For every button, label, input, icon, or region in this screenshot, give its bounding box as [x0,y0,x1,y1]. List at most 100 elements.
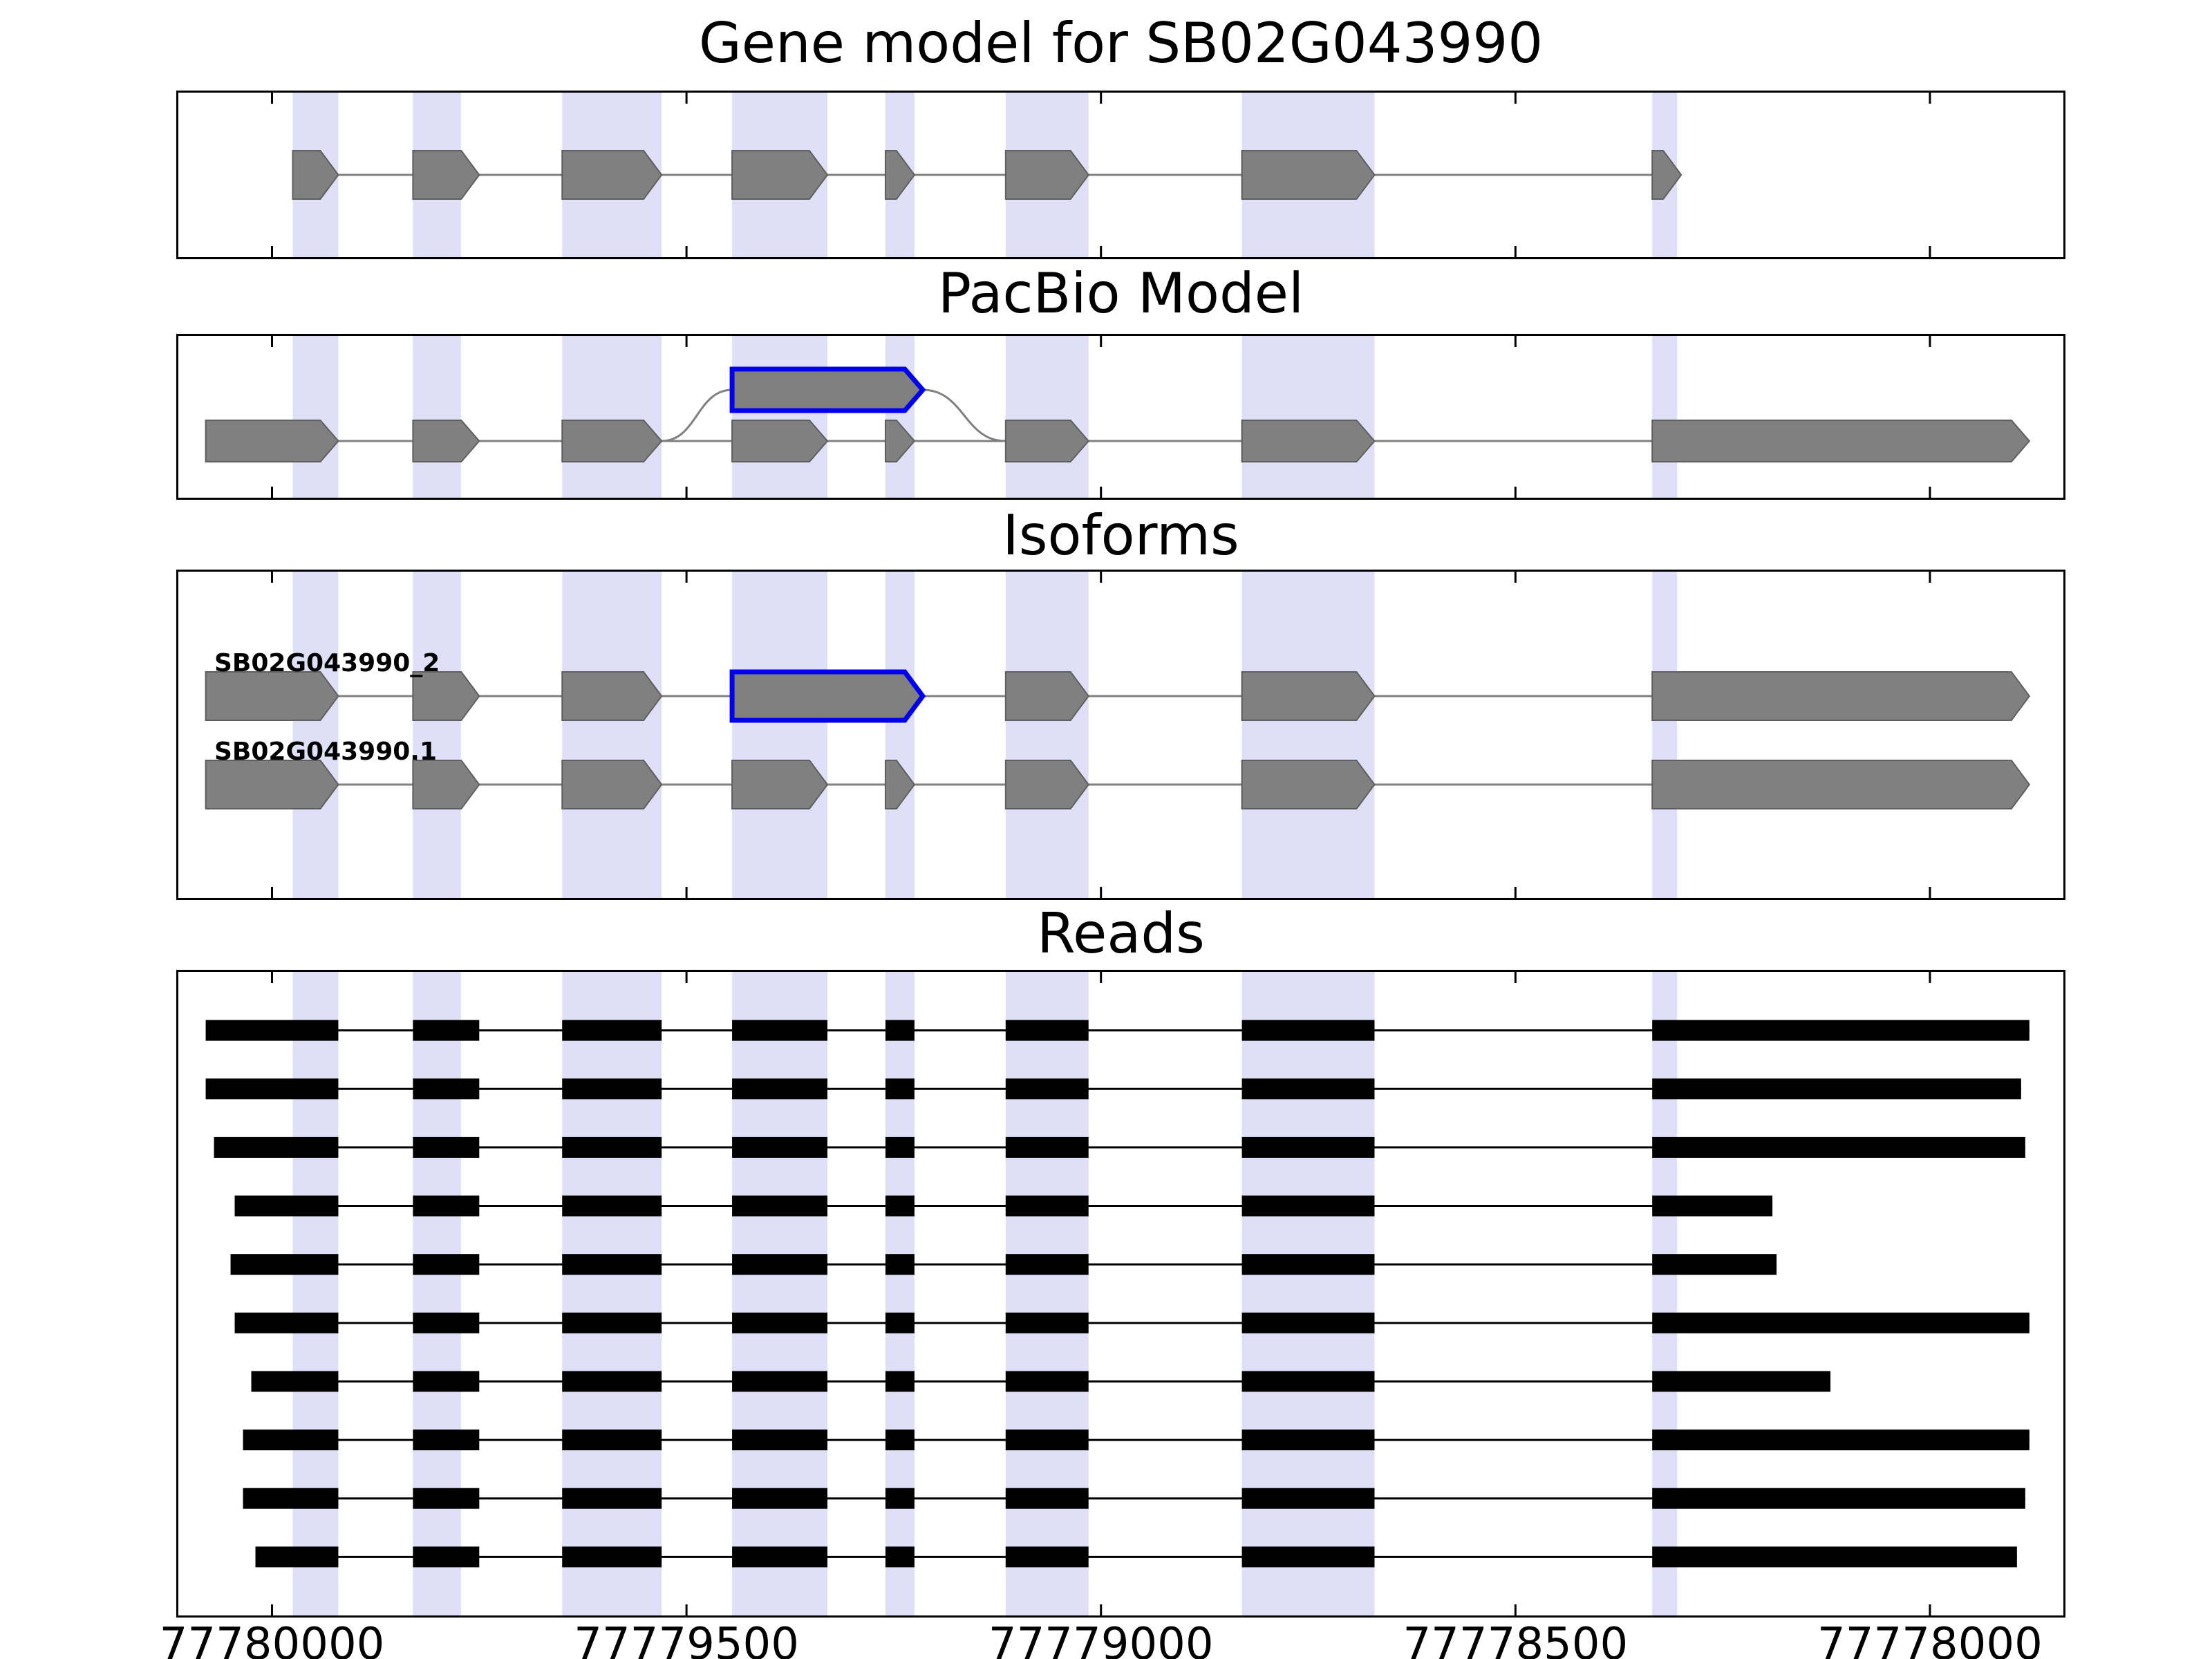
read-exon [234,1312,339,1333]
read-exon [1005,1312,1089,1333]
read-exon [1652,1312,2030,1333]
exon [561,420,663,462]
read-exon [885,1136,915,1158]
exon-highlight-band [885,336,915,498]
reads-title: Reads [1037,901,1205,966]
read-exon [562,1195,662,1217]
read-exon [562,1546,662,1568]
read-exon [562,1488,662,1509]
exon [561,671,663,721]
exon [884,150,916,200]
read-exon [1652,1546,2017,1568]
read-exon [1241,1488,1375,1509]
read-exon [885,1078,915,1100]
exon [1004,420,1090,462]
read-exon [205,1020,339,1041]
exon [561,150,663,200]
read-exon [1241,1371,1375,1392]
read-exon [413,1254,480,1275]
isoform-label-SB02G043990.1: SB02G043990.1 [214,738,438,766]
read-exon [255,1546,339,1568]
pacbio-model-panel [176,334,2065,500]
gene-model-title: Gene model for SB02G043990 [698,11,1544,75]
exon [1004,671,1089,721]
exon [412,671,480,721]
read-exon [413,1312,480,1333]
exon [731,760,829,809]
read-exon [413,1546,480,1568]
exon-highlight-band [1005,572,1089,898]
read-exon [243,1488,339,1509]
exon-highlight-band [885,972,915,1615]
read-exon [732,1371,827,1392]
read-exon [1005,1546,1089,1568]
read-exon [732,1078,827,1100]
exon [1651,671,2031,721]
x-tick-label: 77780000 [159,1619,385,1659]
read-exon [1005,1195,1089,1217]
exon [1241,671,1376,721]
read-exon [885,1546,915,1568]
read-exon [1241,1546,1375,1568]
isoforms-track [205,572,2031,898]
exon [729,366,926,413]
read-exon [413,1430,480,1451]
exon [1004,150,1089,200]
read-exon [562,1020,662,1041]
splice-curve [922,388,1006,442]
read-exon [885,1371,915,1392]
read-exon [1005,1020,1089,1041]
exon-highlight-band [1241,336,1375,498]
read-exon [1005,1430,1089,1451]
read-exon [1652,1254,1777,1275]
exon-highlight-band [1241,972,1375,1615]
exon-highlight-band [732,972,827,1615]
exon-highlight-band [562,972,662,1615]
read-exon [885,1020,915,1041]
exon [205,760,339,809]
read-exon [413,1195,480,1217]
exon-highlight-band [1241,572,1375,898]
read-exon [205,1078,339,1100]
read-exon [732,1020,827,1041]
read-exon [1241,1020,1375,1041]
read-exon [214,1136,339,1158]
exon-highlight-band [1652,572,1678,898]
exon-highlight-band [413,972,461,1615]
read-exon [885,1312,915,1333]
read-exon [732,1546,827,1568]
read-exon [562,1430,662,1451]
exon [729,669,926,723]
exon-highlight-band [292,972,339,1615]
x-tick-label: 77779500 [574,1619,799,1659]
read-exon [562,1312,662,1333]
read-exon [885,1254,915,1275]
isoforms-title: Isoforms [1002,503,1239,568]
exon [884,420,916,462]
read-exon [230,1254,339,1275]
read-exon [413,1020,480,1041]
read-exon [1241,1195,1375,1217]
splice-curve [662,388,733,442]
exon-highlight-band [1005,972,1089,1615]
read-exon [1241,1254,1375,1275]
read-exon [1652,1020,2030,1041]
exon-highlight-band [1652,972,1678,1615]
read-exon [1241,1430,1375,1451]
exon [1241,420,1376,462]
read-exon [732,1195,827,1217]
read-exon [1652,1371,1831,1392]
exon-highlight-band [732,572,827,898]
read-exon [1005,1254,1089,1275]
exon [1651,150,1683,200]
exon-highlight-band [1652,336,1678,498]
reads-panel [176,970,2065,1618]
read-exon [885,1430,915,1451]
read-exon [732,1430,827,1451]
gene-model-track [271,93,1931,257]
read-exon [732,1312,827,1333]
read-exon [885,1195,915,1217]
exon [1651,420,2031,462]
read-exon [1241,1078,1375,1100]
